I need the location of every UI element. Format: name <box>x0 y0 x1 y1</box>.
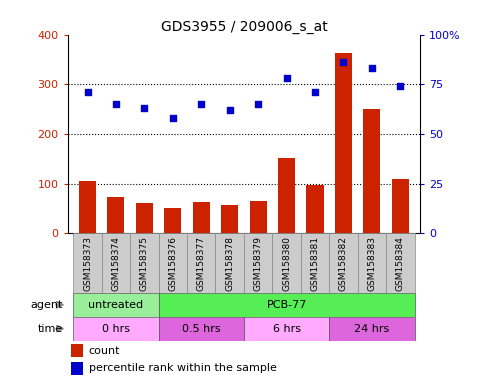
Bar <box>193 202 210 233</box>
Point <box>254 101 262 107</box>
Point <box>141 105 148 111</box>
Text: 24 hrs: 24 hrs <box>354 324 389 334</box>
Bar <box>244 317 329 341</box>
Text: 0 hrs: 0 hrs <box>102 324 130 334</box>
Text: 6 hrs: 6 hrs <box>272 324 300 334</box>
Bar <box>250 201 267 233</box>
Text: GSM158379: GSM158379 <box>254 236 263 291</box>
Bar <box>221 205 238 233</box>
Text: agent: agent <box>30 300 63 310</box>
Text: GSM158377: GSM158377 <box>197 236 206 291</box>
Text: percentile rank within the sample: percentile rank within the sample <box>89 363 277 374</box>
Text: PCB-77: PCB-77 <box>267 300 307 310</box>
Bar <box>329 233 357 293</box>
Text: GSM158383: GSM158383 <box>368 236 376 291</box>
Bar <box>392 179 409 233</box>
Point <box>283 75 290 81</box>
Point <box>397 83 404 89</box>
Bar <box>363 109 381 233</box>
Point <box>169 115 177 121</box>
Bar <box>71 344 84 357</box>
Point <box>84 89 91 95</box>
Text: GSM158373: GSM158373 <box>83 236 92 291</box>
Bar <box>272 233 301 293</box>
Text: time: time <box>38 324 63 334</box>
Bar <box>73 317 158 341</box>
Bar <box>244 233 272 293</box>
Point <box>311 89 319 95</box>
Bar <box>136 204 153 233</box>
Bar <box>71 362 84 374</box>
Bar <box>307 185 324 233</box>
Bar <box>158 317 244 341</box>
Point <box>198 101 205 107</box>
Bar <box>278 158 295 233</box>
Point <box>226 107 234 113</box>
Bar <box>386 233 414 293</box>
Text: GSM158384: GSM158384 <box>396 236 405 291</box>
Bar <box>79 181 96 233</box>
Bar <box>102 233 130 293</box>
Bar <box>158 233 187 293</box>
Bar <box>130 233 158 293</box>
Text: GSM158382: GSM158382 <box>339 236 348 291</box>
Text: GSM158376: GSM158376 <box>169 236 177 291</box>
Point <box>368 65 376 71</box>
Bar <box>357 233 386 293</box>
Bar <box>187 233 215 293</box>
Text: 0.5 hrs: 0.5 hrs <box>182 324 221 334</box>
Bar <box>329 317 414 341</box>
Text: count: count <box>89 346 120 356</box>
Text: GSM158381: GSM158381 <box>311 236 319 291</box>
Text: GSM158378: GSM158378 <box>225 236 234 291</box>
Point <box>112 101 120 107</box>
Title: GDS3955 / 209006_s_at: GDS3955 / 209006_s_at <box>160 20 327 33</box>
Bar <box>107 197 125 233</box>
Text: GSM158375: GSM158375 <box>140 236 149 291</box>
Bar <box>215 233 244 293</box>
Text: GSM158380: GSM158380 <box>282 236 291 291</box>
Bar <box>73 233 102 293</box>
Text: untreated: untreated <box>88 300 143 310</box>
Bar <box>335 53 352 233</box>
Text: GSM158374: GSM158374 <box>112 236 120 291</box>
Bar <box>301 233 329 293</box>
Bar <box>158 293 414 317</box>
Point <box>340 59 347 65</box>
Bar <box>73 293 158 317</box>
Bar <box>164 209 181 233</box>
